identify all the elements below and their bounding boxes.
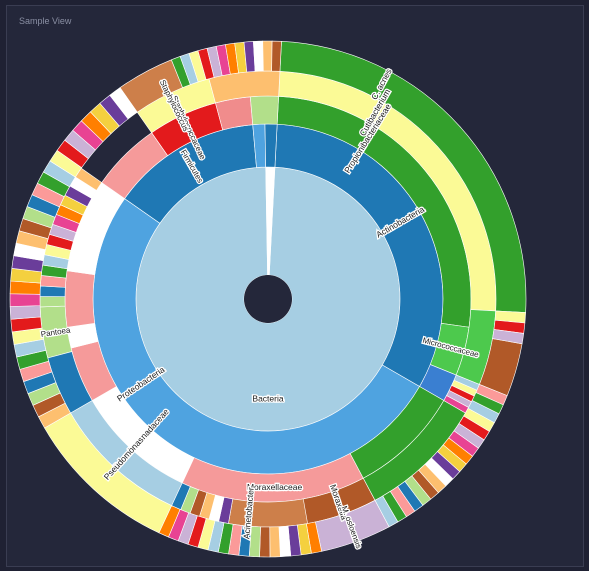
arc-genus-stripe-a-1[interactable] — [39, 285, 66, 298]
sunburst-chart: BacteriaActinobacteriaPropionibacteriace… — [9, 40, 527, 558]
arc-species-stripe-b-4[interactable] — [269, 526, 281, 558]
arc-phylum-small-2[interactable] — [264, 123, 278, 168]
panel-title: Sample View — [19, 16, 72, 26]
arc-species-stripe-e-2[interactable] — [492, 329, 525, 345]
sample-view-panel: Sample View Bacteria Actinobacteria Propio… — [6, 5, 584, 567]
center-hole-icon — [244, 275, 292, 323]
arc-species-stripe-c-9[interactable] — [9, 305, 42, 320]
arc-species-stripe-d-11[interactable] — [271, 40, 282, 72]
arc-species-stripe-a-17[interactable] — [374, 495, 399, 528]
arc-proteo-other-3[interactable] — [64, 270, 96, 328]
arc-genus-stripe-a-0[interactable] — [39, 296, 66, 308]
arc-species-stripe-b-5[interactable] — [259, 526, 271, 558]
arc-species-stripe-d-10[interactable] — [262, 40, 273, 72]
arc-species-stripe-c-10[interactable] — [9, 293, 41, 307]
arc-firmicutes-other[interactable] — [101, 132, 169, 200]
arc-fam-tail-2[interactable] — [249, 95, 279, 125]
label-moraxellaceae: Moraxellaceae — [247, 482, 303, 492]
label-bacteria: Bacteria — [252, 393, 283, 403]
arc-species-stripe-d-9[interactable] — [253, 40, 264, 72]
arc-species-stripe-b-15[interactable] — [158, 505, 181, 538]
arc-species-stripe-c-29[interactable] — [109, 87, 138, 120]
